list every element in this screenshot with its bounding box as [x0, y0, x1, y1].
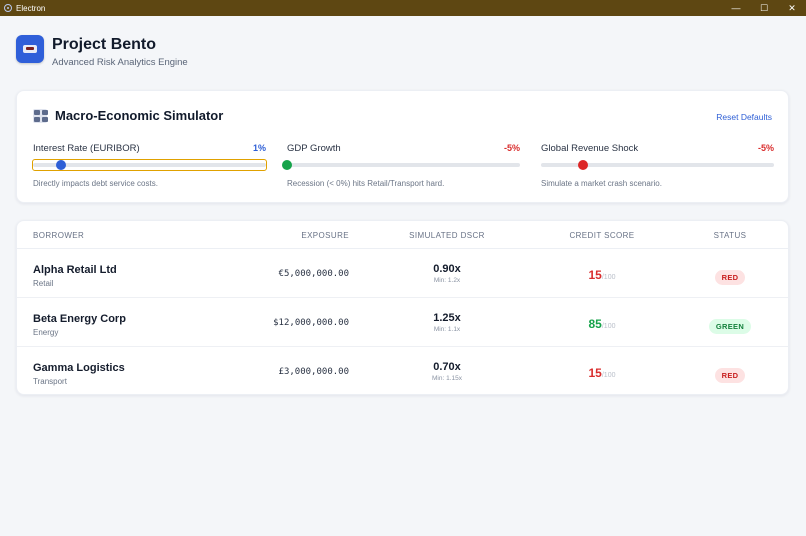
borrower-table: BORROWER EXPOSURE SIMULATED DSCR CREDIT … [16, 220, 789, 395]
status-badge: GREEN [708, 319, 752, 334]
exposure-value: €5,000,000.00 [278, 269, 349, 279]
dscr-value: 1.25x [433, 312, 461, 324]
revenue-shock-slider[interactable] [541, 160, 774, 170]
header-borrower: BORROWER [33, 231, 85, 240]
maximize-button[interactable]: ☐ [759, 2, 769, 13]
table-row[interactable]: Gamma Logistics Transport £3,000,000.00 … [17, 347, 788, 394]
slider-thumb[interactable] [282, 160, 292, 170]
gdp-growth-slider-group: GDP Growth -5% Recession (< 0%) hits Ret… [282, 143, 520, 188]
electron-app-icon [4, 4, 12, 12]
status-badge: RED [714, 270, 746, 285]
gdp-growth-slider[interactable] [282, 160, 520, 170]
dscr-min: Min: 1.2x [433, 277, 461, 284]
revenue-shock-slider-group: Global Revenue Shock -5% Simulate a mark… [541, 143, 774, 188]
dscr-min: Min: 1.15x [432, 375, 462, 382]
app-header: Project Bento Advanced Risk Analytics En… [16, 35, 188, 68]
slider-thumb[interactable] [55, 160, 66, 170]
dscr-value: 0.90x [433, 263, 461, 275]
borrower-sector: Retail [33, 279, 54, 288]
credit-score-value: 15 [588, 268, 602, 282]
header-dscr: SIMULATED DSCR [409, 231, 485, 240]
borrower-name: Beta Energy Corp [33, 313, 126, 325]
grid-icon [33, 108, 48, 123]
header-status: STATUS [713, 231, 747, 240]
dscr-min: Min: 1.1x [433, 326, 461, 333]
bento-box-icon [16, 35, 44, 63]
slider-label: GDP Growth [287, 143, 341, 154]
slider-label: Interest Rate (EURIBOR) [33, 143, 140, 154]
minimize-button[interactable]: — [731, 3, 741, 13]
simulator-title: Macro-Economic Simulator [55, 108, 224, 123]
reset-defaults-link[interactable]: Reset Defaults [716, 112, 772, 122]
page-subtitle: Advanced Risk Analytics Engine [52, 57, 188, 68]
credit-score-max: /100 [601, 372, 616, 379]
interest-rate-slider-group: Interest Rate (EURIBOR) 1% Directly impa… [32, 143, 267, 188]
credit-score-value: 15 [588, 366, 602, 380]
page-title: Project Bento [52, 36, 157, 53]
slider-description: Simulate a market crash scenario. [541, 179, 662, 188]
slider-description: Directly impacts debt service costs. [33, 179, 158, 188]
exposure-value: $12,000,000.00 [273, 318, 349, 328]
table-row[interactable]: Alpha Retail Ltd Retail €5,000,000.00 0.… [17, 249, 788, 298]
credit-score-max: /100 [601, 274, 616, 281]
borrower-name: Alpha Retail Ltd [33, 264, 117, 276]
interest-rate-slider[interactable] [32, 159, 267, 171]
credit-score-value: 85 [588, 317, 602, 331]
slider-description: Recession (< 0%) hits Retail/Transport h… [287, 179, 445, 188]
header-credit-score: CREDIT SCORE [569, 231, 635, 240]
simulator-card: Macro-Economic Simulator Reset Defaults … [16, 90, 789, 203]
slider-value: 1% [252, 143, 266, 153]
borrower-name: Gamma Logistics [33, 362, 125, 374]
exposure-value: £3,000,000.00 [278, 367, 349, 377]
status-badge: RED [714, 368, 746, 383]
borrower-sector: Energy [33, 328, 59, 337]
window-title: Electron [16, 3, 46, 13]
close-button[interactable]: ✕ [788, 2, 796, 13]
table-row[interactable]: Beta Energy Corp Energy $12,000,000.00 1… [17, 298, 788, 347]
slider-value: -5% [503, 143, 520, 153]
slider-thumb[interactable] [577, 160, 588, 170]
header-exposure: EXPOSURE [301, 231, 349, 240]
table-header: BORROWER EXPOSURE SIMULATED DSCR CREDIT … [17, 221, 788, 249]
slider-value: -5% [757, 143, 774, 153]
window-titlebar: Electron — ☐ ✕ [0, 0, 806, 16]
window-controls: — ☐ ✕ [722, 0, 806, 16]
dscr-value: 0.70x [433, 361, 461, 373]
credit-score-max: /100 [601, 323, 616, 330]
slider-label: Global Revenue Shock [541, 143, 639, 154]
borrower-sector: Transport [33, 377, 67, 386]
